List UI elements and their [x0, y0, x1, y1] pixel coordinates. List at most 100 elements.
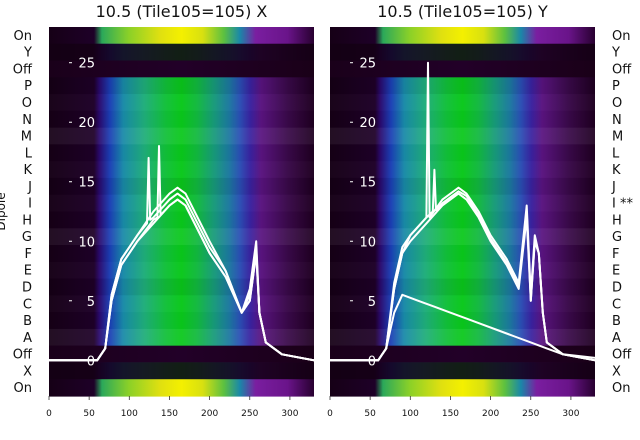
row-label-h: H [22, 213, 32, 228]
heatmap-row-shade [330, 262, 595, 279]
chart-panel-1: 10.5 (Tile105=105) XOnYOffPONMLKJIHGFEDC… [0, 2, 315, 419]
heatmap-row-on-21 [330, 379, 595, 397]
heatmap-row-o-4 [49, 94, 314, 112]
row-label-f: F [25, 247, 32, 262]
overlay-y-tick-25: 25 [78, 57, 95, 72]
row-label-g: G [612, 230, 622, 245]
overlay-y-tick-15: 15 [78, 176, 95, 191]
row-label-off: Off [612, 348, 632, 363]
x-tick-300: 300 [562, 409, 579, 419]
heatmap-row-off-19 [330, 345, 595, 364]
x-tick-100: 100 [402, 409, 419, 419]
heatmap-row-pol [330, 362, 595, 380]
heatmap-row-b-17 [330, 312, 595, 330]
row-label-p: P [612, 79, 620, 94]
row-label-n: N [612, 113, 622, 128]
overlay-y-tick-0: 0 [87, 354, 95, 369]
heatmap-row-shade [49, 278, 314, 296]
x-tick-100: 100 [121, 409, 138, 419]
heatmap-row-k-8 [330, 161, 595, 179]
heatmap-row-o-4 [330, 94, 595, 112]
heatmap-row-on-21 [49, 379, 314, 397]
overlay-series-4 [49, 145, 315, 362]
heatmap-row-shade [49, 328, 314, 346]
row-label-i: I [28, 197, 32, 212]
heatmap-row-shade [49, 312, 314, 329]
heatmap-row-p-3 [49, 77, 314, 95]
x-tick-200: 200 [482, 409, 499, 419]
row-label-k: K [612, 163, 621, 178]
overlay-y-tick-0: 0 [368, 354, 376, 369]
row-label-p: P [24, 79, 32, 94]
row-label-d: D [612, 280, 622, 295]
chart-title: 10.5 (Tile105=105) Y [377, 2, 548, 21]
row-label-j: J [27, 180, 32, 195]
x-tick-300: 300 [281, 409, 298, 419]
heatmap-row-e-14 [49, 261, 314, 280]
heatmap-row-m-6 [49, 127, 314, 146]
row-label-o: O [22, 96, 32, 111]
row-label-c: C [612, 297, 621, 312]
row-label-j: J [611, 180, 616, 195]
heatmap-row-shade [49, 262, 314, 279]
overlay-y-tick-10: 10 [78, 235, 95, 250]
overlay-y-tick-5: 5 [87, 295, 95, 310]
row-label-x: X [612, 364, 621, 379]
row-label-g: G [22, 230, 32, 245]
overlay-series-3 [330, 168, 596, 362]
heatmap-row-shade [330, 312, 595, 329]
x-tick-250: 250 [241, 409, 258, 419]
heatmap-row-l-7 [330, 144, 595, 162]
row-label-on: On [612, 29, 630, 44]
row-label-off: Off [13, 62, 33, 77]
heatmap-row-shade [49, 94, 314, 111]
row-label-on: On [612, 381, 630, 396]
row-label-on: On [14, 381, 32, 396]
row-label-d: D [22, 280, 32, 295]
row-label-l: L [25, 146, 33, 161]
x-tick-0: 0 [327, 409, 333, 419]
heatmap-row-h-11 [49, 211, 314, 229]
heatmap-row-i-10 [330, 194, 595, 213]
row-label-on: On [14, 29, 32, 44]
row-label-off: Off [612, 62, 632, 77]
row-label-m: M [21, 130, 32, 145]
heatmap-row-j-9 [49, 177, 314, 196]
x-tick-200: 200 [201, 409, 218, 419]
heatmap-row-off-19 [49, 345, 314, 364]
row-label-l: L [612, 146, 620, 161]
heatmap-row-m-6 [330, 127, 595, 146]
row-label-k: K [23, 163, 32, 178]
row-label-h: H [612, 213, 622, 228]
x-tick-150: 150 [442, 409, 459, 419]
row-label-off: Off [13, 348, 33, 363]
heatmap-row-shade [49, 228, 314, 246]
row-label-a: A [23, 331, 32, 346]
row-label-a: A [612, 331, 621, 346]
heatmap-row-shade [330, 94, 595, 111]
row-label-i: I ** [612, 197, 633, 212]
heatmap-row-h-11 [330, 211, 595, 229]
overlay-y-tick-10: 10 [359, 235, 376, 250]
heatmap-row-f-13 [49, 245, 314, 263]
heatmap-row-a-18 [49, 328, 314, 347]
row-label-b: B [23, 314, 32, 329]
heatmap-row-shade [49, 212, 314, 229]
row-label-n: N [22, 113, 32, 128]
heatmap-row-shade [330, 77, 595, 95]
row-label-b: B [612, 314, 621, 329]
row-label-o: O [612, 96, 622, 111]
heatmap-row-shade [330, 328, 595, 346]
heatmap-row-shade [330, 127, 595, 145]
chart-title: 10.5 (Tile105=105) X [96, 2, 268, 21]
row-label-c: C [23, 297, 32, 312]
heatmap-row-b-17 [49, 312, 314, 330]
heatmap-row-n-5 [330, 110, 595, 129]
overlay-y-tick-15: 15 [359, 176, 376, 191]
overlay-series-4 [330, 293, 596, 362]
x-tick-50: 50 [83, 409, 95, 419]
y-axis-label: Dipole [0, 192, 8, 230]
